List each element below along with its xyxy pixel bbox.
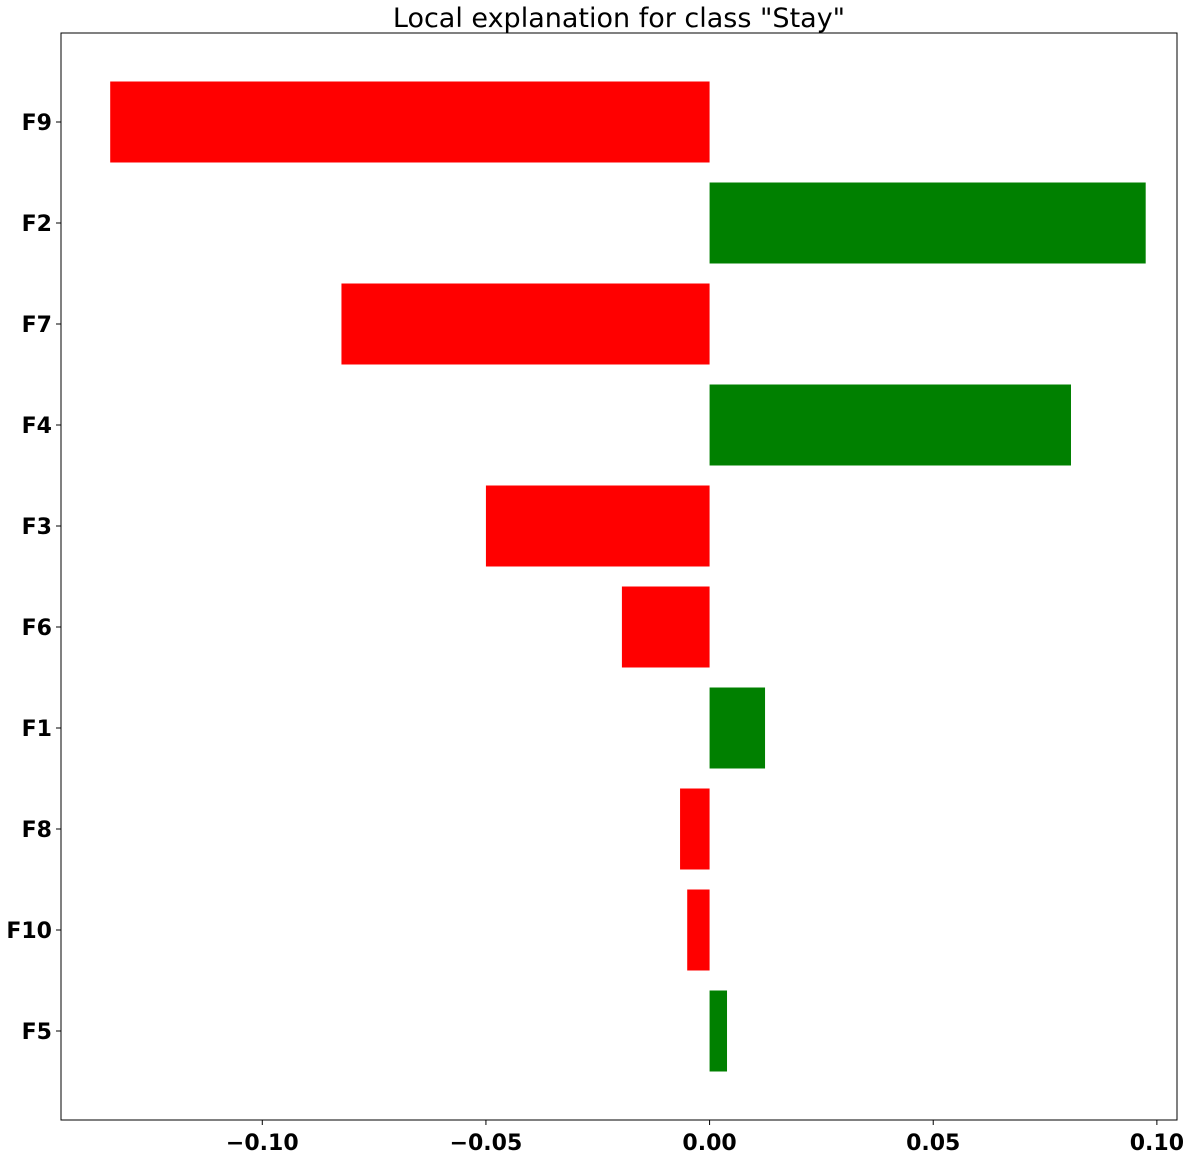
y-axis-ticks: F9 F2 F7 F4 F3 F6 F1 F8 F10 F5 (6, 111, 61, 1045)
x-tick-label: 0.00 (682, 1131, 736, 1154)
plot-frame (60, 32, 1178, 1121)
x-tick-label: −0.05 (450, 1131, 523, 1154)
y-tick-label-f9: F9 (22, 111, 52, 136)
x-tick-label: −0.10 (226, 1131, 299, 1154)
x-tick-label: 0.05 (906, 1131, 960, 1154)
bar-f3 (485, 485, 710, 567)
bar-f5 (709, 990, 728, 1072)
y-tick-label-f4: F4 (22, 414, 52, 439)
x-axis-ticks: −0.10 −0.05 0.00 0.05 0.10 (226, 1120, 1183, 1154)
bars-group (110, 81, 1146, 1072)
y-tick-label-f7: F7 (22, 313, 52, 338)
y-tick-label-f1: F1 (22, 717, 52, 742)
y-tick-label-f8: F8 (22, 818, 52, 843)
x-tick-label: 0.10 (1130, 1131, 1183, 1154)
bar-f8 (680, 788, 710, 870)
bar-f7 (341, 283, 710, 365)
y-tick-label-f10: F10 (6, 919, 52, 944)
bar-f2 (709, 182, 1146, 264)
bar-f6 (621, 586, 710, 668)
y-tick-label-f2: F2 (22, 212, 52, 237)
bar-f10 (687, 889, 710, 971)
bar-f4 (709, 384, 1071, 466)
y-tick-label-f6: F6 (22, 616, 52, 641)
chart-title: Local explanation for class "Stay" (393, 3, 845, 34)
y-tick-label-f3: F3 (22, 515, 52, 540)
bar-f1 (709, 687, 766, 769)
y-tick-label-f5: F5 (22, 1020, 52, 1045)
bar-f9 (110, 81, 710, 163)
